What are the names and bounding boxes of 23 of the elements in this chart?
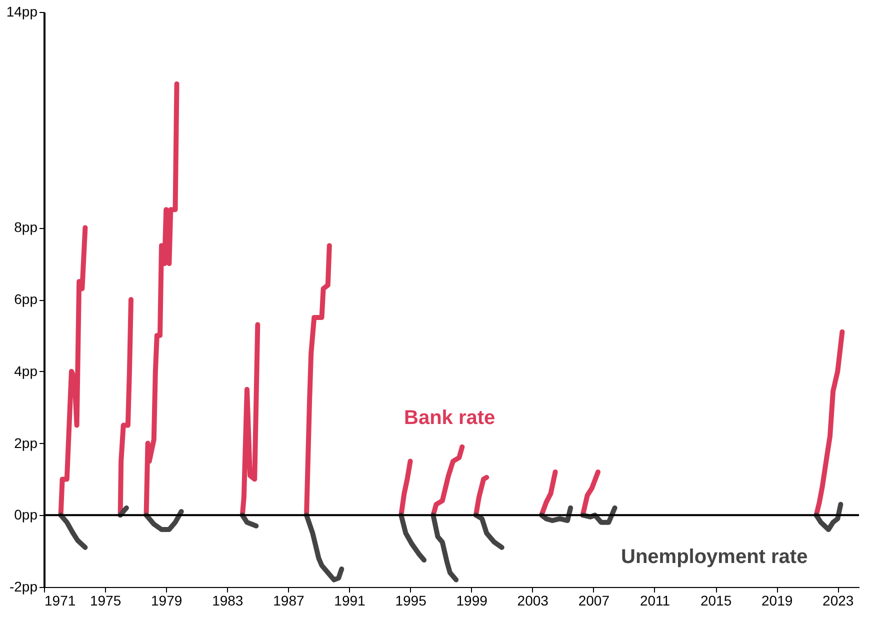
y-tick-label: 14pp: [6, 4, 38, 20]
x-tick-label: 2023: [822, 592, 854, 608]
y-tick-label: -2pp: [9, 578, 38, 594]
y-tick-label: 4pp: [14, 362, 38, 379]
series-label: Bank rate: [404, 407, 496, 429]
y-tick-label: 6pp: [14, 291, 38, 307]
x-tick-label: 1991: [334, 592, 366, 608]
y-tick-label: 8pp: [14, 219, 38, 236]
x-tick-label: 1975: [90, 592, 122, 608]
x-tick-label: 1971: [44, 592, 76, 608]
series-label: Unemployment rate: [621, 546, 808, 568]
x-tick-label: 2015: [700, 592, 732, 608]
y-tick-label: 2pp: [14, 434, 38, 451]
x-tick-label: 1979: [151, 592, 182, 608]
x-tick-label: 1995: [395, 592, 427, 608]
x-tick-label: 1983: [212, 592, 244, 608]
x-tick-label: 2019: [762, 592, 793, 608]
y-tick-label: 0pp: [14, 506, 38, 523]
x-tick-label: 2011: [640, 592, 670, 608]
x-tick-label: 2007: [578, 592, 610, 608]
x-tick-label: 1999: [456, 592, 488, 608]
x-tick-label: 1987: [273, 592, 304, 608]
x-tick-label: 2003: [517, 592, 549, 608]
